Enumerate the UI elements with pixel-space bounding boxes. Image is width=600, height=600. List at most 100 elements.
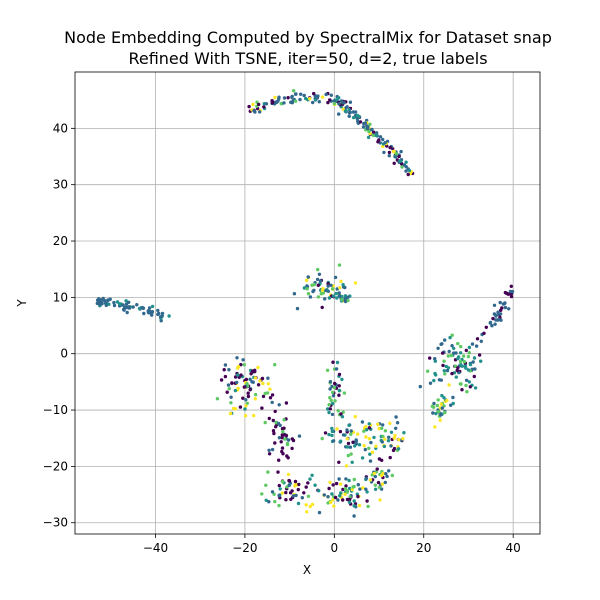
data-point bbox=[342, 391, 347, 395]
data-point bbox=[325, 368, 330, 372]
data-point bbox=[249, 372, 253, 376]
data-point bbox=[225, 390, 229, 394]
data-point bbox=[329, 398, 333, 403]
data-point bbox=[242, 385, 246, 389]
data-point bbox=[465, 390, 469, 394]
data-point bbox=[406, 172, 410, 177]
data-point bbox=[332, 385, 337, 390]
data-point bbox=[509, 284, 513, 288]
data-point bbox=[335, 287, 339, 291]
data-point bbox=[320, 436, 324, 441]
data-point bbox=[370, 450, 375, 454]
data-point bbox=[506, 292, 511, 296]
data-point bbox=[328, 407, 332, 411]
data-point bbox=[286, 472, 291, 477]
data-point bbox=[466, 354, 471, 359]
data-point bbox=[383, 429, 388, 433]
data-point bbox=[299, 92, 303, 96]
data-point bbox=[439, 342, 443, 346]
data-point bbox=[256, 365, 260, 370]
data-point bbox=[333, 381, 337, 386]
data-point bbox=[381, 434, 385, 439]
data-point bbox=[330, 426, 334, 431]
data-point bbox=[377, 485, 382, 490]
data-point bbox=[298, 97, 302, 102]
data-point bbox=[352, 514, 356, 518]
data-point bbox=[377, 138, 381, 142]
data-point bbox=[282, 96, 287, 100]
data-point bbox=[448, 335, 452, 340]
data-point bbox=[456, 356, 460, 361]
data-point bbox=[490, 324, 494, 328]
data-point bbox=[371, 133, 375, 138]
data-point bbox=[464, 383, 468, 388]
data-point bbox=[466, 368, 471, 372]
data-point bbox=[330, 492, 334, 496]
data-point bbox=[267, 448, 271, 452]
data-point bbox=[281, 429, 285, 434]
data-point bbox=[318, 279, 323, 283]
data-point bbox=[373, 483, 377, 487]
data-point bbox=[343, 492, 347, 496]
data-point bbox=[374, 133, 379, 138]
data-point bbox=[443, 410, 447, 415]
data-point bbox=[384, 472, 388, 476]
data-point bbox=[308, 477, 312, 481]
data-point bbox=[388, 145, 392, 150]
data-point bbox=[433, 425, 437, 429]
data-point bbox=[470, 342, 475, 346]
data-point bbox=[312, 91, 316, 96]
data-point bbox=[252, 413, 256, 418]
data-point bbox=[404, 169, 408, 173]
data-point bbox=[387, 469, 391, 473]
data-point bbox=[340, 297, 344, 302]
data-point bbox=[291, 494, 295, 498]
grid bbox=[75, 72, 540, 534]
data-point bbox=[441, 351, 445, 355]
data-point bbox=[304, 278, 309, 283]
data-point bbox=[362, 429, 366, 433]
y-tick-label: 40 bbox=[53, 121, 68, 135]
x-axis-label: X bbox=[303, 563, 311, 577]
data-point bbox=[460, 388, 464, 392]
data-point bbox=[366, 504, 370, 509]
data-point bbox=[368, 122, 372, 127]
data-point bbox=[324, 92, 328, 97]
data-point bbox=[268, 396, 273, 400]
data-point bbox=[125, 310, 129, 315]
data-point bbox=[390, 473, 394, 478]
data-point bbox=[438, 418, 442, 422]
data-point bbox=[440, 393, 444, 398]
data-point bbox=[468, 362, 473, 367]
data-point bbox=[385, 474, 389, 479]
data-point bbox=[366, 135, 371, 140]
data-point bbox=[382, 444, 387, 449]
data-point bbox=[388, 421, 392, 425]
data-point bbox=[102, 298, 107, 303]
plot-frame bbox=[74, 71, 541, 535]
data-point bbox=[347, 111, 352, 115]
data-point bbox=[349, 432, 353, 436]
data-point bbox=[127, 300, 131, 304]
data-point bbox=[236, 386, 240, 391]
data-point bbox=[442, 396, 446, 400]
data-point bbox=[328, 387, 332, 391]
data-point bbox=[442, 369, 446, 373]
data-point bbox=[353, 281, 358, 285]
data-point bbox=[323, 431, 328, 435]
data-point bbox=[491, 316, 495, 321]
data-point bbox=[338, 494, 342, 498]
data-point bbox=[431, 405, 436, 409]
data-point bbox=[346, 295, 350, 299]
data-point bbox=[302, 93, 306, 98]
data-point bbox=[146, 309, 150, 313]
data-point bbox=[365, 118, 369, 123]
data-point bbox=[124, 302, 129, 306]
data-point bbox=[445, 368, 450, 373]
data-point bbox=[97, 300, 102, 304]
data-point bbox=[363, 447, 367, 452]
data-point bbox=[330, 429, 334, 434]
data-point bbox=[367, 437, 372, 441]
data-point bbox=[306, 292, 311, 296]
data-point bbox=[293, 479, 298, 484]
